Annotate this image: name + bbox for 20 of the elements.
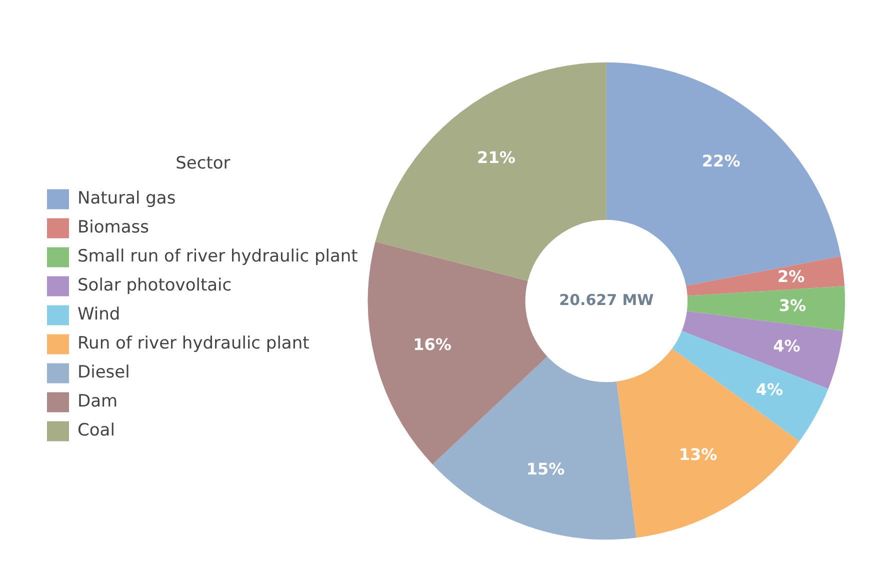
- legend-label: Dam: [78, 392, 118, 412]
- text: 20.627 MW: [559, 290, 654, 309]
- data-label: 13%: [678, 444, 718, 464]
- legend-label: Biomass: [78, 218, 150, 238]
- legend-label: Natural gas: [78, 188, 176, 209]
- legend-label: Solar photovoltaic: [78, 276, 232, 296]
- data-label: 3%: [778, 296, 806, 315]
- data-label: 2%: [777, 266, 805, 286]
- data-label: 22%: [702, 152, 740, 171]
- legend-label: Small run of river hydraulic plant: [78, 246, 358, 267]
- legend-title: Sector: [176, 154, 230, 174]
- legend-label: Wind: [78, 304, 120, 325]
- data-label: 21%: [477, 148, 516, 168]
- legend-label: Run of river hydraulic plant: [78, 334, 310, 354]
- data-label: 4%: [773, 336, 800, 356]
- legend-label: Diesel: [78, 362, 130, 383]
- data-label: 4%: [756, 380, 784, 399]
- legend-label: Coal: [78, 420, 115, 441]
- data-label: 16%: [413, 334, 452, 354]
- data-label: 15%: [526, 459, 565, 478]
